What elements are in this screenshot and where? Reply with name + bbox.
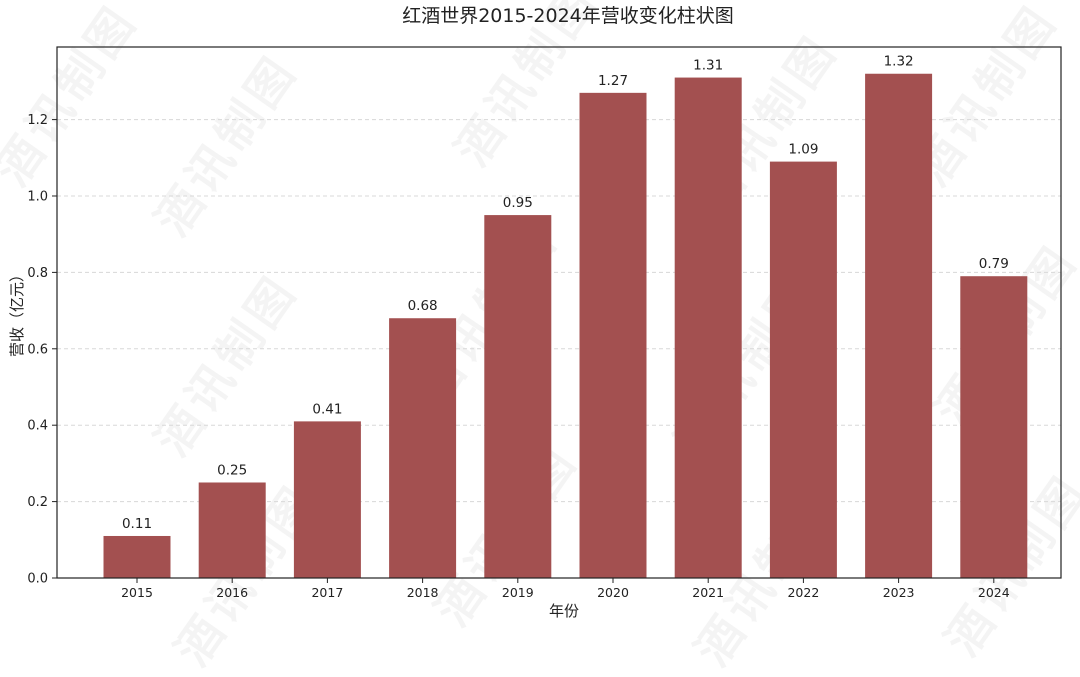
plot-frame — [56, 46, 1062, 579]
bar-2015 — [103, 535, 171, 578]
bar-value-labels: 0.11 0.25 0.41 0.68 0.95 1.27 1.31 1.09 1.32 0.79 — [122, 54, 1009, 532]
bar-2022 — [769, 161, 837, 578]
x-tick-label: 2018 — [407, 585, 439, 600]
y-tick-label: 0.6 — [27, 342, 48, 357]
y-tick-label: 0.4 — [27, 419, 48, 434]
bar-value-label: 0.79 — [979, 256, 1009, 272]
x-axis-label: 年份 — [549, 602, 579, 620]
bar-value-label: 0.11 — [122, 516, 152, 532]
bar-2021 — [674, 77, 742, 578]
x-tick-label: 2022 — [787, 585, 819, 600]
x-tick-label: 2021 — [692, 585, 724, 600]
bar-value-label: 1.09 — [788, 142, 818, 158]
x-tick-label: 2015 — [121, 585, 153, 600]
bar-2019 — [484, 215, 552, 578]
x-tick-label: 2020 — [597, 585, 629, 600]
y-axis-label: 营收（亿元） — [8, 267, 26, 357]
y-tick-label: 0.2 — [27, 495, 48, 510]
chart-title: 红酒世界2015-2024年营收变化柱状图 — [402, 5, 734, 27]
bar-chart: 红酒世界2015-2024年营收变化柱状图 0.110.250.410.680.… — [8, 5, 1062, 620]
y-tick-label: 1.0 — [27, 189, 48, 204]
x-tick-label: 2023 — [883, 585, 915, 600]
bar-value-label: 1.27 — [598, 73, 628, 89]
x-tick-label: 2019 — [502, 585, 534, 600]
y-tick-label: 0.8 — [27, 266, 48, 281]
bar-value-label: 0.95 — [503, 195, 533, 211]
y-tick-label: 1.2 — [27, 113, 48, 128]
bar-value-label: 1.32 — [884, 54, 914, 70]
bar-2016 — [198, 482, 266, 578]
bar-value-label: 0.25 — [217, 462, 247, 478]
bar-2024 — [960, 276, 1028, 578]
x-tick-label: 2017 — [311, 585, 343, 600]
y-axis-ticks: 0.0 0.2 0.4 0.6 0.8 1.0 1.2 — [27, 113, 57, 587]
bar-2018 — [389, 318, 457, 578]
y-tick-label: 0.0 — [27, 572, 48, 587]
x-tick-label: 2024 — [978, 585, 1010, 600]
bars — [103, 73, 1028, 579]
bar-2023 — [865, 73, 933, 579]
bar-2017 — [293, 421, 361, 578]
bar-2020 — [579, 92, 647, 578]
bar-value-label: 0.68 — [408, 298, 438, 314]
bar-value-label: 1.31 — [693, 58, 723, 74]
bar-value-label: 0.41 — [312, 401, 342, 417]
x-tick-label: 2016 — [216, 585, 248, 600]
x-axis-ticks: 2015 2016 2017 2018 2019 2020 2021 2022 2023 2024 — [121, 578, 1010, 600]
